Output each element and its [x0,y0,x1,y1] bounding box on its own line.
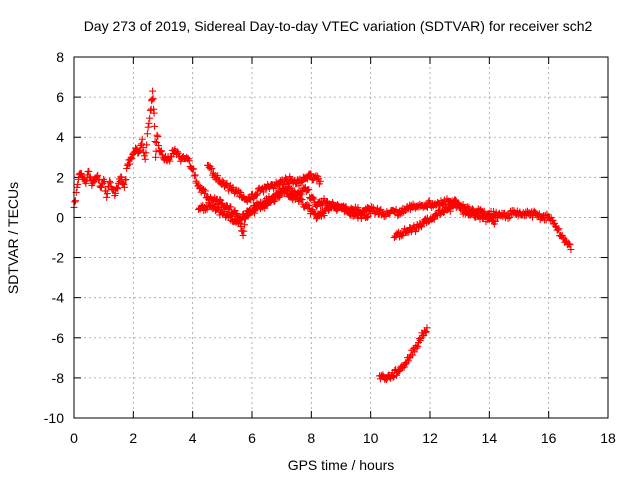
y-tick-label: -2 [52,250,65,266]
y-tick-label: 8 [56,49,64,65]
x-axis-label: GPS time / hours [288,457,395,473]
x-tick-label: 8 [307,430,315,446]
y-tick-label: 0 [56,209,64,225]
x-tick-label: 16 [541,430,557,446]
x-tick-label: 6 [248,430,256,446]
y-tick-label: -4 [52,290,65,306]
grid-lines [74,57,608,418]
y-axis-tick-labels: -10 -8 -6 -4 -2 0 2 4 6 8 [44,49,64,426]
x-tick-label: 4 [189,430,197,446]
x-tick-label: 12 [422,430,438,446]
x-tick-label: 14 [482,430,498,446]
y-tick-label: -10 [44,410,64,426]
x-tick-label: 0 [70,430,78,446]
y-tick-label: 2 [56,169,64,185]
x-tick-label: 10 [363,430,379,446]
y-tick-label: -8 [52,370,65,386]
x-tick-label: 2 [129,430,137,446]
plot-frame [73,56,609,419]
data-points [70,87,575,384]
y-tick-label: 6 [56,89,64,105]
series-branch-a [204,161,324,205]
series-branch-b [195,183,375,227]
x-axis-tick-labels: 0 2 4 6 8 10 12 14 16 18 [70,430,616,446]
series-branch-c [390,199,499,241]
series-low-arc [376,324,431,384]
y-axis-label: SDTVAR / TECUs [5,182,21,294]
chart-title: Day 273 of 2019, Sidereal Day-to-day VTE… [84,18,593,34]
x-tick-label: 18 [600,430,616,446]
y-tick-label: -6 [52,330,65,346]
y-tick-label: 4 [56,129,64,145]
